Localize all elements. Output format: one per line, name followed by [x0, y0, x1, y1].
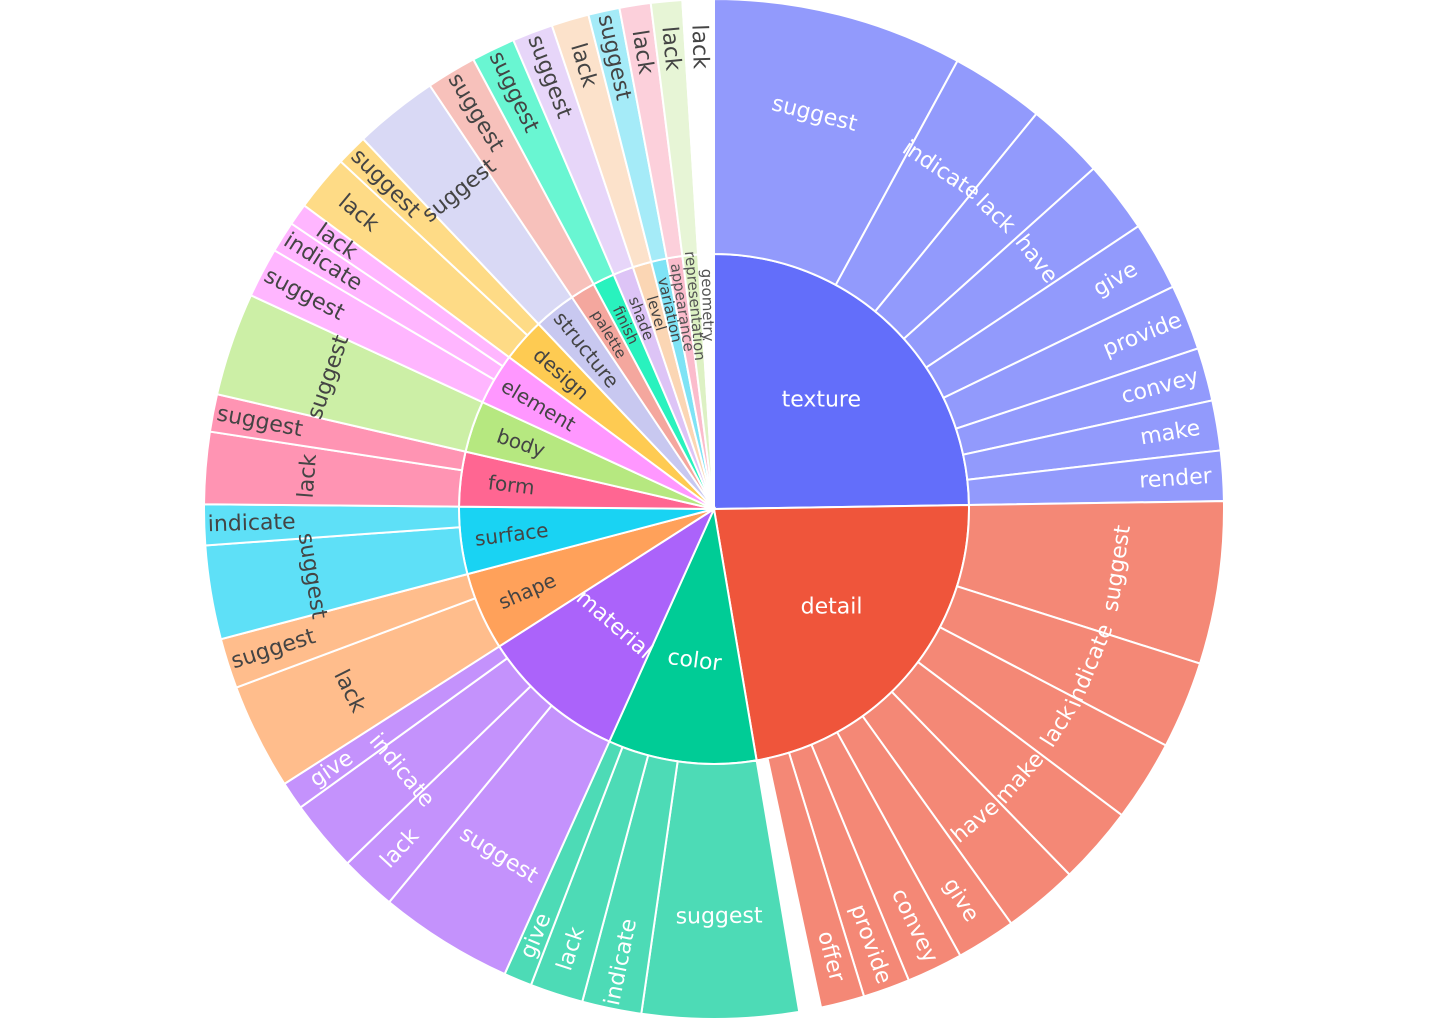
- sector-label-geometry: geometry: [698, 268, 718, 341]
- sector-label-texture: texture: [782, 388, 861, 413]
- sector-label-detail: detail: [801, 594, 863, 619]
- sector-geometry-lack[interactable]: [681, 0, 715, 256]
- sector-label-surface-indicate: indicate: [207, 510, 296, 538]
- sector-label-texture-render: render: [1138, 464, 1213, 494]
- sector-detail-offer[interactable]: [766, 751, 866, 1009]
- sector-label-form: form: [487, 470, 536, 499]
- sector-label-representation-lack: lack: [656, 25, 685, 72]
- sector-label-form-lack: lack: [294, 453, 323, 500]
- sunburst-sectors: [203, 0, 1225, 1020]
- sector-label-geometry-lack: lack: [686, 24, 712, 69]
- sector-label-color-suggest: suggest: [675, 903, 763, 929]
